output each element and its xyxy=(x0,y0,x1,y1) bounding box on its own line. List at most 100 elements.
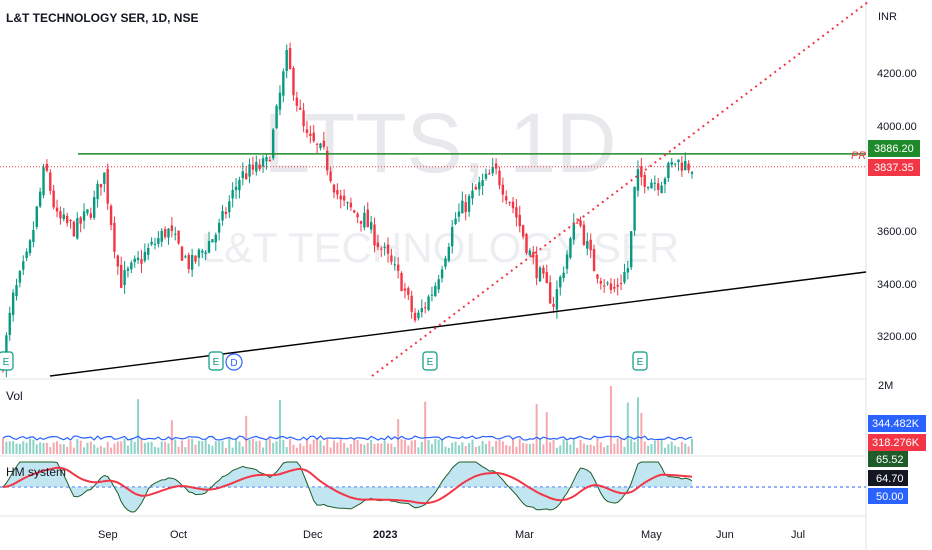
volume-bar xyxy=(387,443,390,454)
volume-bar xyxy=(221,440,224,454)
volume-bar xyxy=(272,442,275,454)
candle-body xyxy=(248,164,251,177)
volume-bar xyxy=(606,445,609,454)
candle-body xyxy=(140,259,143,264)
candle-body xyxy=(633,186,636,231)
indicator-level-badge xyxy=(868,488,908,504)
volume-bar xyxy=(29,438,32,454)
volume-bar xyxy=(447,447,450,454)
candle-body xyxy=(461,200,464,214)
candle-body xyxy=(673,163,677,165)
candle-body xyxy=(369,221,373,230)
volume-bar xyxy=(653,441,656,454)
earnings-marker[interactable] xyxy=(0,351,14,371)
candle-body xyxy=(660,185,663,193)
volume-bar xyxy=(208,444,211,454)
volume-bar xyxy=(181,440,184,454)
volume-bar xyxy=(106,441,109,454)
candle-body xyxy=(640,166,643,177)
candle-body xyxy=(619,283,623,285)
volume-bar xyxy=(76,439,79,454)
time-tick-label: Jul xyxy=(791,529,805,541)
candle-body xyxy=(393,264,396,266)
volume-bar xyxy=(289,438,292,454)
candle-body xyxy=(92,197,96,218)
volume-bar xyxy=(211,445,214,454)
volume-bar xyxy=(569,444,572,454)
volume-bar xyxy=(18,443,21,454)
candle-body xyxy=(663,178,667,185)
volume-bar xyxy=(508,445,511,454)
volume-bar xyxy=(376,443,379,454)
volume-bar xyxy=(299,443,302,454)
volume-series xyxy=(2,386,693,454)
volume-bar xyxy=(197,440,200,454)
candle-body xyxy=(329,171,332,182)
volume-bar xyxy=(22,441,25,454)
indicator-value-badge-1 xyxy=(868,451,908,467)
candle-body xyxy=(130,262,133,270)
candle-body xyxy=(221,211,224,221)
candle-body xyxy=(572,222,575,240)
earnings-marker-label: E xyxy=(427,357,434,368)
candle-body xyxy=(363,212,366,228)
volume-bar xyxy=(96,447,99,454)
volume-bar xyxy=(383,440,386,454)
candle-body xyxy=(319,143,322,149)
candle-body xyxy=(383,247,386,249)
candle-body xyxy=(170,225,174,232)
candle-body xyxy=(177,230,180,244)
earnings-marker[interactable] xyxy=(632,351,648,371)
dotted-trendline[interactable] xyxy=(371,1,869,377)
volume-bar xyxy=(235,438,238,454)
volume-bar xyxy=(177,446,180,454)
candle-body xyxy=(96,183,99,200)
candle-body xyxy=(386,244,390,254)
volume-bar xyxy=(586,445,589,454)
volume-bar xyxy=(545,412,548,454)
volume-bar xyxy=(430,444,433,454)
candle-body xyxy=(518,214,521,227)
volume-bar xyxy=(603,447,606,454)
candle-body xyxy=(569,238,572,258)
volume-bar xyxy=(528,444,531,454)
volume-bar xyxy=(559,445,562,454)
candle-body xyxy=(326,150,329,171)
volume-bar xyxy=(589,444,592,454)
volume-bar xyxy=(663,447,666,454)
volume-bar xyxy=(572,438,575,454)
candle-body xyxy=(602,285,606,287)
volume-bar xyxy=(332,440,335,454)
candle-body xyxy=(49,172,52,191)
support-trendline[interactable] xyxy=(49,271,867,377)
candle-body xyxy=(123,270,126,285)
price-tick-label: 3600.00 xyxy=(877,226,917,238)
volume-bar xyxy=(647,445,650,454)
candle-body xyxy=(76,218,79,239)
candle-body xyxy=(396,264,400,271)
volume-bar xyxy=(187,438,190,454)
earnings-marker[interactable] xyxy=(208,351,224,371)
candle-body xyxy=(11,292,15,315)
volume-bar xyxy=(623,446,626,454)
indicator-value-badge-2 xyxy=(868,470,908,486)
volume-bar xyxy=(630,438,633,454)
candle-body xyxy=(224,211,228,214)
candle-body xyxy=(471,190,474,199)
dividend-marker[interactable] xyxy=(225,353,243,371)
volume-bar xyxy=(582,443,585,454)
candle-body xyxy=(430,294,434,296)
volume-bar xyxy=(481,440,484,454)
candle-body xyxy=(109,205,113,226)
earnings-marker[interactable] xyxy=(422,351,438,371)
event-markers[interactable]: E E E ED xyxy=(0,351,648,371)
volume-bar xyxy=(62,444,65,454)
volume-bar xyxy=(366,443,369,454)
drawing-layer[interactable] xyxy=(0,1,869,377)
volume-bar xyxy=(660,439,663,454)
candle-body xyxy=(373,224,376,246)
candle-body xyxy=(616,284,619,287)
volume-bar xyxy=(228,438,231,454)
volume-bar xyxy=(69,441,72,454)
